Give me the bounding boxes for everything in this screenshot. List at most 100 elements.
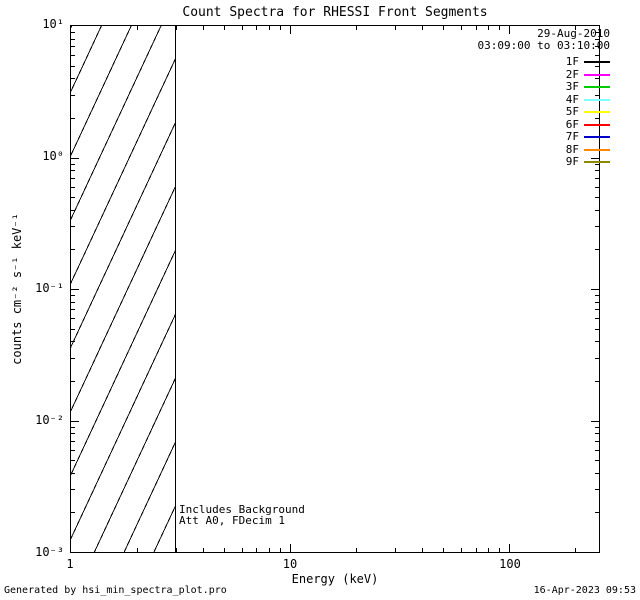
axis-tick	[509, 26, 511, 34]
axis-tick	[475, 548, 477, 552]
axis-tick	[591, 289, 599, 290]
axis-tick	[71, 117, 75, 119]
axis-tick	[475, 26, 477, 30]
legend-entry-label: 5F	[565, 105, 579, 119]
axis-tick	[71, 433, 75, 435]
legend-entry-label: 3F	[565, 80, 579, 94]
axis-tick	[595, 209, 599, 211]
axis-tick	[280, 26, 282, 30]
axis-tick	[595, 309, 599, 311]
legend-entry-label: 9F	[565, 155, 579, 169]
axis-tick	[71, 440, 75, 442]
legend-entry-label: 6F	[565, 117, 579, 131]
axis-tick	[595, 38, 599, 40]
axis-tick	[71, 170, 75, 172]
axis-tick	[71, 318, 75, 320]
axis-tick	[175, 26, 177, 30]
axis-tick	[71, 357, 75, 359]
axis-tick	[595, 55, 599, 57]
axis-tick	[71, 94, 75, 96]
axis-tick	[595, 197, 599, 199]
axis-tick	[71, 460, 75, 462]
y-tick-label: 10⁻²	[35, 413, 64, 427]
legend-date: 29-Aug-2010	[537, 27, 610, 40]
axis-tick	[595, 78, 599, 80]
axis-tick	[71, 197, 75, 199]
axis-tick	[290, 26, 292, 34]
axis-tick	[71, 341, 75, 343]
axis-tick	[595, 94, 599, 96]
axis-tick	[356, 26, 358, 30]
axis-tick	[71, 380, 75, 382]
legend-color-line	[584, 136, 610, 139]
axis-tick	[575, 26, 577, 30]
axis-tick	[224, 26, 226, 30]
axis-tick	[595, 46, 599, 48]
axis-tick	[509, 544, 511, 552]
axis-tick	[137, 548, 138, 552]
axis-tick	[71, 46, 75, 48]
axis-tick	[591, 157, 599, 159]
y-tick-label: 10¹	[42, 17, 64, 31]
axis-tick	[224, 548, 226, 552]
axis-tick	[595, 32, 599, 34]
axis-tick	[595, 186, 599, 188]
legend-entries: 1F 2F 3F 4F 5F 6F 7F 8F 9F	[478, 56, 610, 169]
axis-tick	[71, 301, 75, 303]
axis-tick	[591, 420, 599, 422]
legend-entry: 6F	[478, 117, 610, 132]
legend-color-line	[584, 161, 610, 164]
axis-tick	[71, 249, 75, 251]
axis-tick	[595, 301, 599, 303]
legend: 29-Aug-2010 03:09:00 to 03:10:00 1F 2F 3F 4…	[478, 28, 610, 169]
axis-tick	[71, 32, 75, 34]
legend-color-line	[584, 148, 610, 151]
axis-tick	[595, 295, 599, 297]
axis-tick	[443, 548, 445, 552]
legend-entry: 3F	[478, 81, 610, 94]
axis-tick	[71, 512, 75, 514]
axis-tick	[595, 318, 599, 320]
axis-tick	[71, 309, 75, 311]
legend-color-line	[584, 98, 610, 101]
axis-tick	[71, 65, 75, 67]
y-axis-label: counts cm⁻² s⁻¹ keV⁻¹	[10, 213, 24, 365]
y-tick-label: 10⁰	[42, 149, 64, 163]
legend-entry-label: 4F	[565, 92, 579, 106]
axis-tick	[595, 512, 599, 514]
axis-tick	[241, 26, 243, 30]
legend-entry: 2F	[478, 68, 610, 82]
y-tick-label: 10⁻³	[35, 545, 64, 559]
axis-tick	[595, 449, 599, 451]
legend-entry: 9F	[478, 156, 610, 169]
legend-color-line	[584, 86, 610, 89]
x-axis-label: Energy (keV)	[291, 572, 379, 586]
axis-tick	[595, 226, 599, 228]
axis-tick	[71, 186, 75, 188]
axis-tick	[595, 433, 599, 435]
axis-tick	[595, 440, 599, 442]
hatched-region	[71, 26, 176, 552]
x-tick-label: 10	[282, 557, 298, 571]
axis-tick	[71, 420, 79, 422]
axis-tick	[269, 26, 270, 30]
legend-time-range: 03:09:00 to 03:10:00	[477, 39, 610, 52]
axis-tick	[71, 78, 75, 80]
axis-tick	[241, 548, 243, 552]
axis-tick	[394, 548, 396, 552]
legend-color-line	[584, 61, 610, 64]
axis-tick	[595, 380, 599, 382]
legend-color-line	[584, 73, 610, 76]
axis-tick	[499, 548, 501, 552]
footer-generator-text: Generated by hsi_min_spectra_plot.pro	[4, 585, 227, 596]
axis-tick	[71, 209, 75, 211]
axis-tick	[595, 170, 599, 172]
legend-entry: 8F	[478, 143, 610, 157]
legend-entry: 4F	[478, 92, 610, 107]
axis-tick	[290, 544, 292, 552]
axis-tick	[71, 55, 75, 57]
axis-tick	[595, 460, 599, 462]
axis-tick	[595, 472, 599, 474]
axis-tick	[499, 26, 501, 30]
axis-tick	[269, 548, 270, 552]
